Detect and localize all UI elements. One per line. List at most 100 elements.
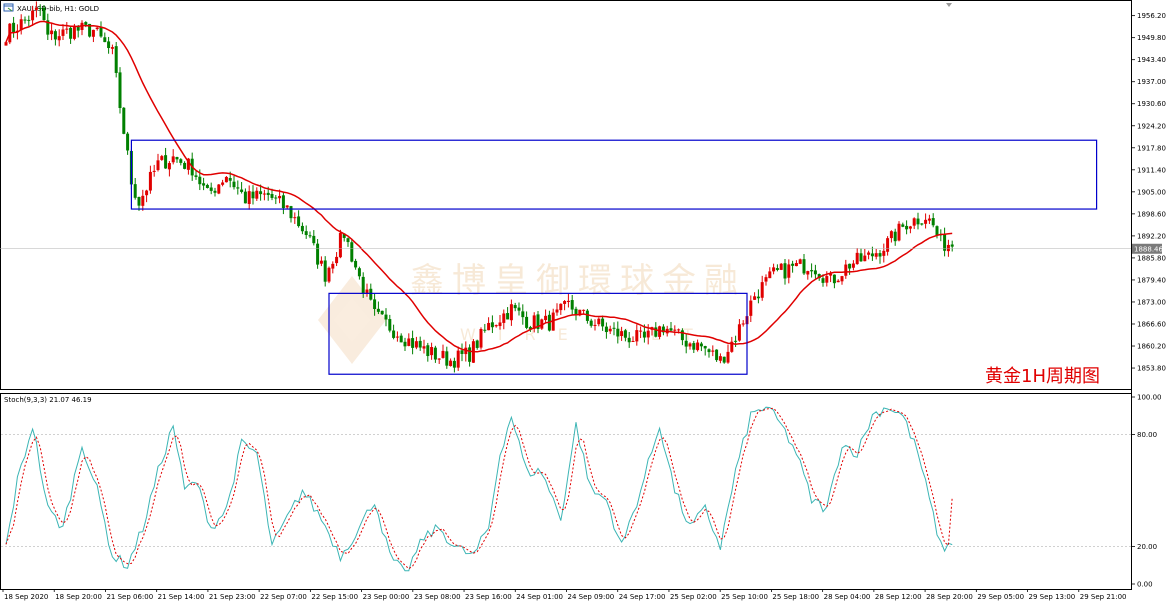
candle [164, 147, 168, 169]
candle [711, 345, 715, 357]
candle-body [639, 330, 643, 332]
candle-body [365, 289, 369, 294]
candle [107, 36, 111, 54]
candle [331, 261, 335, 274]
watermark-logo-inner-icon [334, 298, 370, 342]
candle [57, 29, 61, 47]
candle-body [874, 253, 878, 257]
time-tick-label: 21 Sep 23:00 [209, 593, 256, 601]
candle-body [167, 163, 171, 170]
candle [475, 339, 479, 350]
time-tick-label: 21 Sep 06:00 [106, 593, 153, 601]
candle-body [468, 347, 472, 362]
candle [931, 213, 935, 228]
time-tick-label: 24 Sep 09:00 [568, 593, 615, 601]
candle [152, 164, 156, 177]
support-zone-rect[interactable] [328, 292, 748, 375]
candle-body [164, 155, 168, 169]
candle-body [297, 216, 301, 227]
candle [870, 246, 874, 261]
candle-body [806, 271, 810, 275]
candle [304, 225, 308, 239]
candle-body [920, 223, 924, 225]
candle [517, 302, 521, 316]
candle [103, 32, 107, 43]
price-tick-label: 1930.60 [1137, 100, 1166, 108]
candle-body [688, 343, 692, 347]
candle-body [278, 195, 282, 199]
candle [145, 189, 149, 203]
candle [559, 303, 563, 315]
candle [53, 29, 57, 46]
candle-body [304, 231, 308, 236]
candle [357, 266, 361, 280]
resistance-zone-rect[interactable] [130, 139, 1098, 210]
candle-body [840, 276, 844, 282]
candle [167, 161, 171, 177]
candle-body [281, 195, 285, 209]
candle [369, 283, 373, 301]
candle [874, 248, 878, 260]
stoch-main-line [5, 406, 953, 572]
candle-body [251, 191, 255, 199]
candle [791, 260, 795, 273]
candle [23, 16, 27, 24]
candle [794, 260, 798, 267]
candle-body [441, 350, 445, 358]
candle [806, 270, 810, 280]
candle-body [635, 330, 639, 342]
candle [882, 243, 886, 263]
candle-body [882, 250, 886, 256]
candle-body [844, 264, 848, 276]
candle-body [399, 335, 403, 343]
candle [897, 221, 901, 242]
candle [156, 153, 160, 172]
candle-body [452, 360, 456, 368]
scroll-shift-marker-icon[interactable] [946, 3, 952, 7]
candle [126, 131, 130, 155]
candle-body [483, 329, 487, 331]
moving-average-line [5, 20, 953, 353]
candle-body [810, 270, 814, 272]
candle-body [555, 309, 559, 313]
candles-layer [4, 1, 954, 373]
price-tick-label: 1898.60 [1137, 210, 1166, 218]
candle [772, 263, 776, 275]
watermark-subtext: WIRE NET [460, 325, 715, 344]
candle-body [228, 177, 232, 181]
chart-window-icon-arrow [7, 7, 13, 12]
candle [836, 279, 840, 283]
candle-body [829, 273, 833, 276]
candle-body [684, 340, 688, 347]
candle [699, 341, 703, 352]
candle-body [597, 318, 601, 325]
candle [179, 158, 183, 166]
candle-body [479, 329, 483, 348]
candle [399, 333, 403, 343]
candle [403, 337, 407, 351]
candle [658, 325, 662, 340]
candle-body [889, 231, 893, 239]
candle-body [848, 263, 852, 269]
candle [521, 304, 525, 325]
candle-body [224, 176, 228, 183]
candle [844, 259, 848, 279]
candle [411, 330, 415, 355]
candle [867, 250, 871, 260]
time-tick-label: 23 Sep 08:00 [414, 593, 461, 601]
time-tick-label: 28 Sep 20:00 [926, 593, 973, 601]
time-tick-label: 22 Sep 07:00 [260, 593, 307, 601]
candle [479, 327, 483, 350]
candle-body [540, 319, 544, 329]
candle [289, 205, 293, 223]
candle [262, 189, 266, 201]
candle [730, 336, 734, 353]
candle [787, 259, 791, 284]
price-tick-label: 1949.80 [1137, 34, 1166, 42]
candle [373, 293, 377, 316]
candle [832, 274, 836, 289]
candle [183, 161, 187, 170]
candle-body [927, 218, 931, 221]
candle-body [734, 340, 738, 342]
candle-body [559, 303, 563, 311]
